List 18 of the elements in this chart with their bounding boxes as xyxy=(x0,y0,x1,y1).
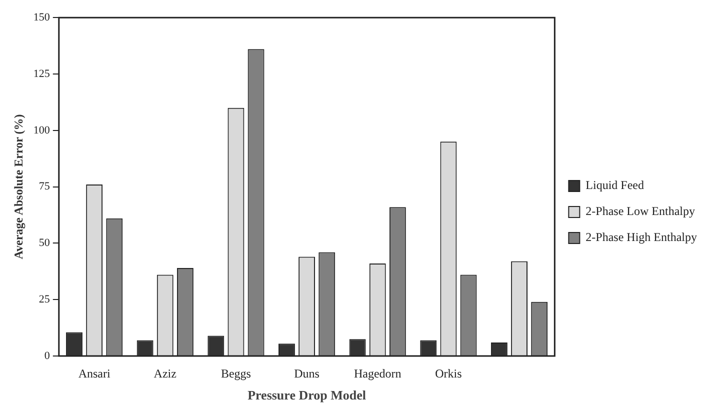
y-tick-label: 125 xyxy=(33,68,50,80)
y-tick-label: 0 xyxy=(44,350,50,362)
legend-label: 2-Phase Low Enthalpy xyxy=(586,204,695,218)
y-tick-label: 75 xyxy=(38,180,50,193)
x-tick-label: Ansari xyxy=(78,366,111,380)
x-tick-label: Beggs xyxy=(220,366,252,380)
x-tick-label: Duns xyxy=(294,366,320,380)
y-tick-label: 50 xyxy=(38,237,50,250)
x-tick-label: Orkis xyxy=(435,366,462,380)
y-tick-label: 100 xyxy=(33,124,50,136)
y-axis-title: Average Absolute Error (%) xyxy=(11,114,26,260)
legend-label: 2-Phase High Enthalpy xyxy=(586,230,698,244)
y-tick-label: 150 xyxy=(33,11,50,24)
x-tick-label: Hagedorn xyxy=(354,366,402,380)
x-axis-title: Pressure Drop Model xyxy=(248,388,366,403)
x-tick-label: Aziz xyxy=(154,366,176,380)
legend-label: Liquid Feed xyxy=(586,178,644,192)
y-tick-label: 25 xyxy=(38,293,50,306)
